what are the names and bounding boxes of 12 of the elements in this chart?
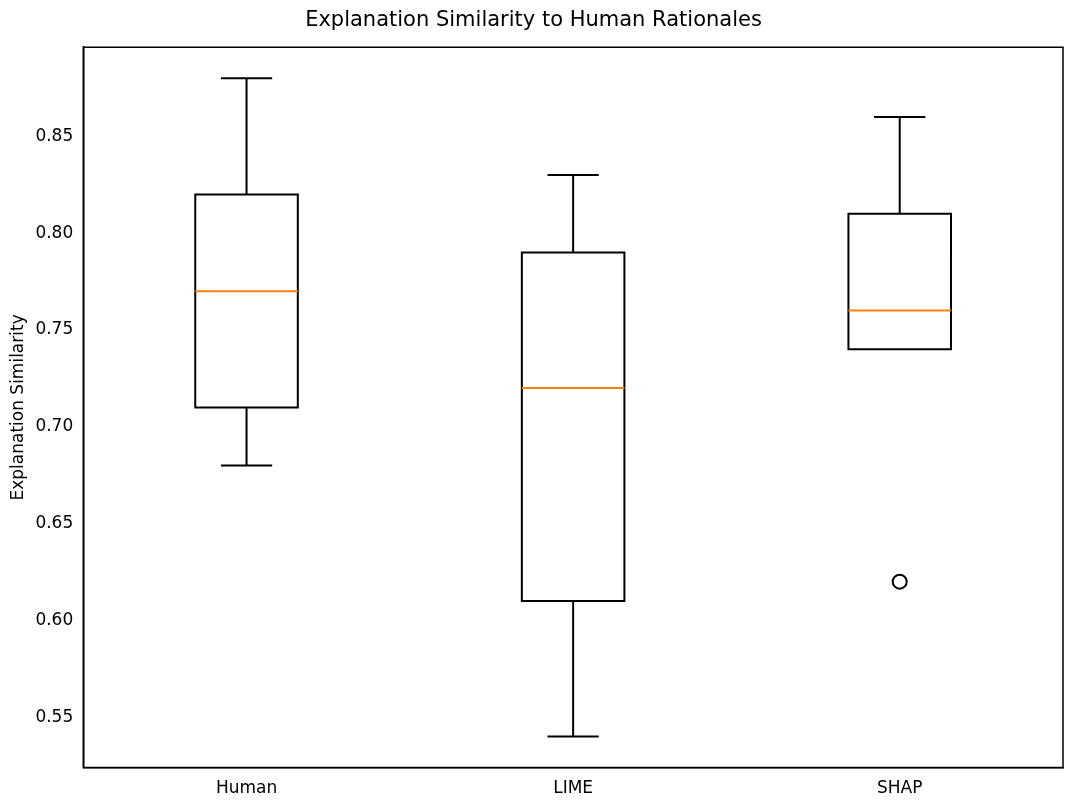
x-tick-label: LIME bbox=[553, 777, 594, 798]
y-tick-label: 0.80 bbox=[35, 221, 74, 242]
y-tick-label: 0.70 bbox=[35, 415, 74, 436]
y-tick-label: 0.65 bbox=[35, 512, 74, 533]
y-tick-label: 0.55 bbox=[35, 705, 74, 726]
y-axis-title: Explanation Similarity bbox=[6, 314, 27, 501]
y-tick-label: 0.60 bbox=[35, 608, 74, 629]
y-tick-label: 0.75 bbox=[35, 318, 74, 339]
chart-title: Explanation Similarity to Human Rationales bbox=[305, 7, 762, 32]
x-tick-label: SHAP bbox=[876, 777, 923, 798]
y-tick-label: 0.85 bbox=[35, 124, 74, 145]
x-tick-label: Human bbox=[215, 777, 278, 798]
